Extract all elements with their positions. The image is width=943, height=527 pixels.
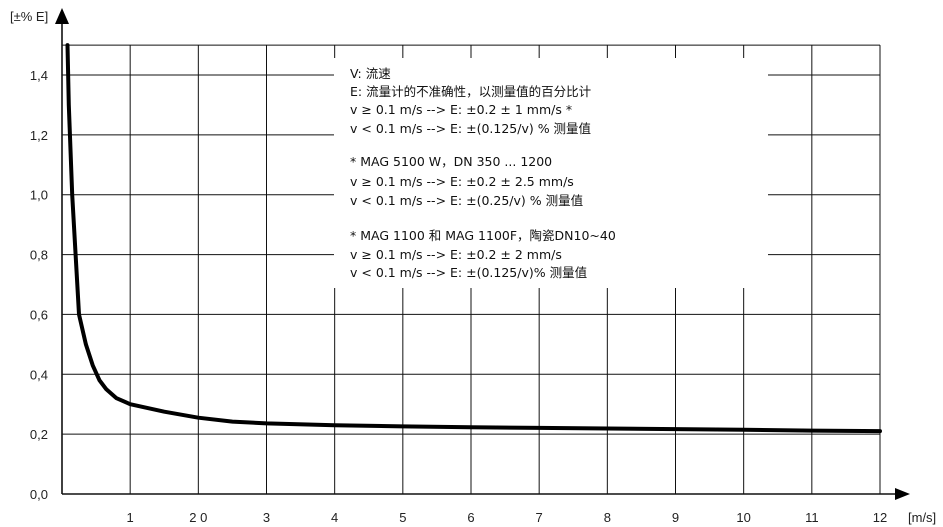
annotation-text: V: 流速 E: 流量计的不准确性，以测量值的百分比计 v ≥ 0.1 m/s --… [350, 66, 616, 280]
y-tick-label: 0,2 [30, 427, 48, 442]
annotation-line: v ≥ 0.1 m/s --> E: ±0.2 ± 2 mm/s [350, 247, 562, 262]
y-axis-label: [±% E] [10, 9, 48, 24]
y-tick-label: 1,2 [30, 128, 48, 143]
annotation-line: v < 0.1 m/s --> E: ±(0.25/v) % 测量值 [350, 193, 583, 208]
annotation-line: v ≥ 0.1 m/s --> E: ±0.2 ± 2.5 mm/s [350, 174, 574, 189]
y-axis-arrow [55, 8, 69, 24]
y-tick-label: 0,6 [30, 307, 48, 322]
x-tick-label: 6 [467, 510, 474, 525]
x-tick-label: 1 [127, 510, 134, 525]
annotation-line: v < 0.1 m/s --> E: ±(0.125/v) % 测量值 [350, 121, 591, 136]
annotation-line: * MAG 1100 和 MAG 1100F，陶瓷DN10~40 [350, 228, 616, 243]
x-tick-label: 8 [604, 510, 611, 525]
x-tick-label: 3 [263, 510, 270, 525]
x-tick-label: 12 [873, 510, 887, 525]
axes [55, 8, 910, 500]
y-tick-label: 0,0 [30, 487, 48, 502]
x-axis-label: [m/s] [908, 510, 936, 525]
y-tick-labels: 0,0 0,2 0,4 0,6 0,8 1,0 1,2 1,4 [30, 68, 48, 502]
annotation-box [334, 58, 768, 288]
y-tick-label: 0,8 [30, 248, 48, 263]
x-axis-arrow [895, 488, 910, 500]
x-tick-labels: 1 2 0 3 4 5 6 7 8 9 10 11 12 [127, 510, 888, 525]
annotation-line: E: 流量计的不准确性，以测量值的百分比计 [350, 84, 591, 99]
x-tick-label: 5 [399, 510, 406, 525]
annotation-line: V: 流速 [350, 66, 391, 81]
x-tick-label: 7 [536, 510, 543, 525]
y-tick-label: 1,0 [30, 188, 48, 203]
accuracy-curve [65, 43, 882, 434]
y-tick-label: 1,4 [30, 68, 48, 83]
x-tick-label: 2 0 [189, 510, 207, 525]
annotation-line: * MAG 5100 W，DN 350 ... 1200 [350, 154, 552, 169]
y-tick-label: 0,4 [30, 367, 48, 382]
x-tick-label: 4 [331, 510, 338, 525]
x-tick-label: 11 [805, 510, 819, 525]
annotation-line: v < 0.1 m/s --> E: ±(0.125/v)% 测量值 [350, 265, 587, 280]
x-tick-label: 10 [736, 510, 750, 525]
annotation-line: v ≥ 0.1 m/s --> E: ±0.2 ± 1 mm/s * [350, 102, 572, 117]
x-tick-label: 9 [672, 510, 679, 525]
